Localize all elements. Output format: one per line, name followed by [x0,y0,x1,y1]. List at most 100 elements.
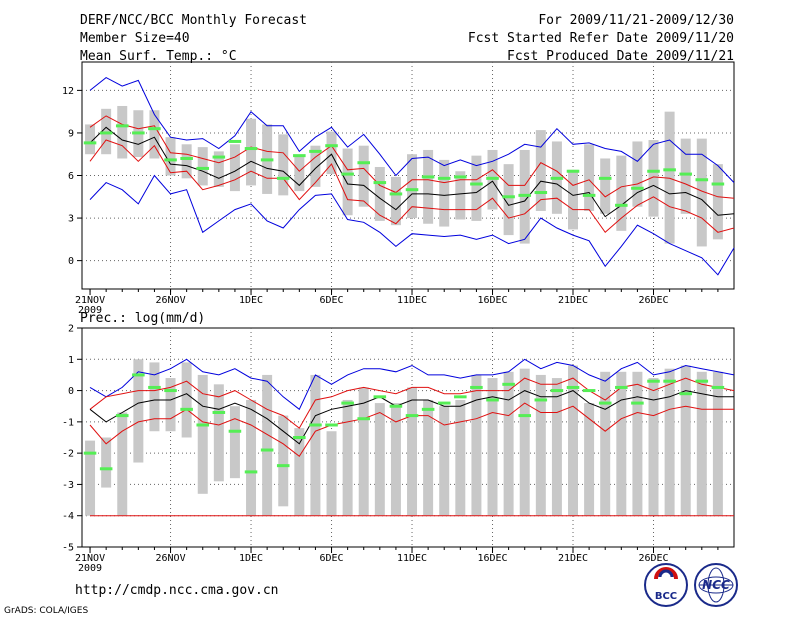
prec-range-box [664,368,675,516]
prec-observed-marker [276,464,290,468]
temp-max-line [89,77,735,183]
temp-observed-marker [260,158,274,162]
started-refer-label: Fcst Started Refer Date 2009/11/20 [468,31,734,46]
temp-range-box [616,155,627,231]
prec-xtick-label: 6DEC [319,553,343,564]
prec-observed-marker [631,401,644,405]
prec-observed-marker [518,414,531,418]
prec-observed-marker [373,395,387,399]
prec-range-box [358,387,369,516]
prec-range-box [568,365,579,516]
prec-observed-marker [598,401,612,405]
prec-range-box [648,378,659,516]
prec-observed-marker [550,389,564,393]
temp-range-box [326,131,337,175]
prec-observed-marker [99,467,113,471]
temp-range-box [455,171,466,220]
prec-observed-marker [405,414,419,418]
prec-observed-marker [695,379,709,383]
temp-xtick-label: 1DEC [239,295,263,306]
temp-ytick-label: 6 [68,171,74,182]
prec-range-box [535,374,546,516]
prec-range-box [262,374,273,516]
prec-range-box [519,368,530,516]
temp-observed-marker [357,161,371,165]
prec-range-box [101,437,112,488]
temp-ytick-label: 0 [68,256,74,267]
temp-ytick-label: 12 [62,86,74,97]
prec-max-line [89,358,735,411]
temp-year-label: 2009 [78,305,102,316]
temp-observed-marker [132,131,145,135]
prec-observed-marker [196,423,210,427]
temp-range-box [664,111,675,244]
prec-range-box [455,399,466,516]
temp-observed-marker [486,176,499,180]
temp-observed-marker [293,154,306,158]
forecast-period-label: For 2009/11/21-2009/12/30 [538,13,734,28]
prec-range-box [181,362,192,438]
temp-observed-marker [325,144,338,148]
temp-observed-marker [244,147,258,151]
prec-observed-marker [534,398,548,402]
temp-observed-marker [695,178,709,182]
temp-ytick-label: 9 [68,128,74,139]
temp-observed-marker [598,176,612,180]
prec-observed-marker [502,382,515,386]
prec-observed-marker [679,392,692,396]
temp-observed-marker [615,203,628,207]
temp-range-box [358,145,369,207]
temp-observed-marker [341,172,354,176]
grads-credit: GrADS: COLA/IGES [4,606,88,616]
prec-observed-marker [309,423,322,427]
temp-ytick-label: 3 [68,214,74,225]
temp-range-box [246,118,257,186]
temp-xtick-label: 21DEC [558,295,588,306]
prec-range-box [696,371,707,516]
temp-range-box [310,145,321,187]
prec-range-box [632,371,643,516]
temp-observed-marker [421,175,435,179]
prec-range-box [407,387,418,516]
prec-xtick-label: 21NOV [75,553,105,564]
prec-observed-marker [325,423,338,427]
temp-range-box [181,144,192,179]
temp-observed-marker [99,131,113,135]
prec-range-box [680,365,691,516]
source-url[interactable]: http://cmdp.ncc.cma.gov.cn [75,583,279,598]
prec-range-box [439,406,450,516]
temp-observed-marker [309,149,322,153]
temp-observed-marker [405,188,419,192]
prec-xtick-label: 16DEC [477,553,507,564]
temp-observed-marker [115,124,129,128]
prec-range-box [487,378,498,516]
prec-observed-marker [711,385,725,389]
prec-observed-marker [582,389,596,393]
temp-range-box [632,141,643,207]
prec-ytick-label: 0 [68,386,74,397]
prec-range-box [294,428,305,516]
temp-min-line [89,174,735,276]
prec-range-box [85,440,96,516]
prec-observed-marker [421,407,435,411]
temp-range-box [197,147,208,186]
temp-observed-marker [679,172,692,176]
temp-observed-marker [663,168,676,172]
temp-xtick-label: 11DEC [397,295,427,306]
bcc-logo: BCC [644,563,688,607]
temp-range-box [117,105,128,159]
prec-observed-marker [228,429,242,433]
prec-ytick-label: -5 [62,543,74,554]
temp-range-box [85,124,96,155]
prec-plot-frame [81,327,735,548]
temp-observed-marker [566,169,580,173]
temp-observed-marker [534,191,548,195]
temp-xtick-label: 16DEC [477,295,507,306]
prec-xtick-label: 26NOV [155,553,185,564]
produced-date-label: Fcst Produced Date 2009/11/21 [507,49,734,64]
prec-range-box [149,362,160,432]
prec-observed-marker [389,404,403,408]
temp-range-box [439,159,450,227]
temp-observed-marker [83,141,97,145]
